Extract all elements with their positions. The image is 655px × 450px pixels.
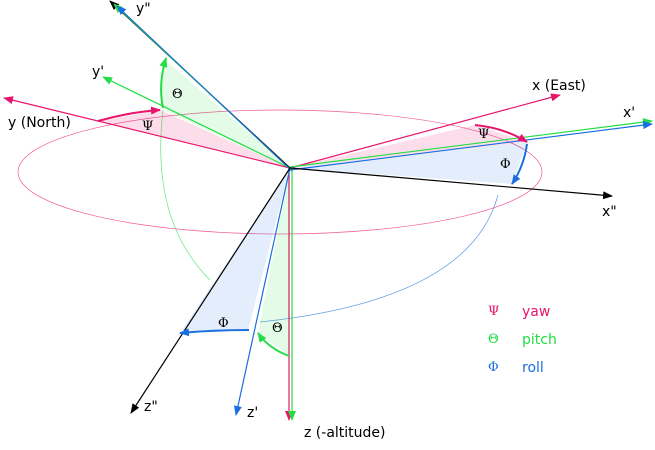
legend-pitch-symbol: Θ xyxy=(488,332,499,347)
x-prime-axis-green xyxy=(289,118,653,168)
pitch-sector-top xyxy=(160,60,290,168)
pitch-circle-arc xyxy=(160,109,211,281)
psi-label-right: Ψ xyxy=(478,127,489,142)
y-prime-label: y' xyxy=(92,64,104,80)
theta-label-top: Θ xyxy=(172,87,183,102)
legend-yaw-label: yaw xyxy=(522,304,550,320)
pitch-arc-bottom xyxy=(257,332,290,357)
psi-label-left: Ψ xyxy=(142,119,153,134)
x-prime-axis-blue xyxy=(289,121,653,171)
yaw-sector-left xyxy=(98,110,290,168)
legend: Ψ yaw Θ pitch Φ roll xyxy=(488,304,557,376)
y-north-label: y (North) xyxy=(8,115,71,131)
x-dprime-axis xyxy=(289,167,613,200)
horizontal-plane-ellipse xyxy=(17,109,543,235)
phi-label-right: Φ xyxy=(500,157,511,172)
legend-yaw-symbol: Ψ xyxy=(488,304,499,319)
roll-sector-right xyxy=(290,142,527,184)
roll-circle-arc xyxy=(259,194,499,323)
y-dprime-label: y" xyxy=(136,1,151,17)
y-north-axis xyxy=(3,96,291,169)
z-prime-axis xyxy=(234,167,291,416)
x-dprime-label: x" xyxy=(602,204,617,220)
legend-roll-label: roll xyxy=(522,360,544,376)
z-dprime-label: z" xyxy=(144,399,158,415)
yaw-arc-left xyxy=(97,106,161,122)
legend-roll-symbol: Φ xyxy=(488,360,499,375)
phi-label-bottom: Φ xyxy=(218,316,229,331)
z-dprime-axis xyxy=(130,167,291,414)
theta-label-bottom: Θ xyxy=(272,321,283,336)
x-east-axis xyxy=(289,93,561,169)
roll-arc-right xyxy=(511,143,528,185)
z-altitude-label: z (-altitude) xyxy=(304,425,385,441)
yaw-arc-right xyxy=(474,124,528,143)
x-prime-label: x' xyxy=(623,105,635,121)
legend-pitch-label: pitch xyxy=(522,332,557,348)
y-prime-axis xyxy=(102,76,291,169)
z-prime-label: z' xyxy=(247,405,258,421)
x-east-label: x (East) xyxy=(532,78,586,94)
pitch-sector-bottom xyxy=(258,168,290,356)
y-dprime-axis-blue xyxy=(116,5,293,172)
pitch-arc-top xyxy=(159,57,168,109)
roll-sector-bottom xyxy=(180,168,290,333)
roll-arc-bottom xyxy=(179,328,250,337)
yaw-sector-right xyxy=(290,125,527,168)
